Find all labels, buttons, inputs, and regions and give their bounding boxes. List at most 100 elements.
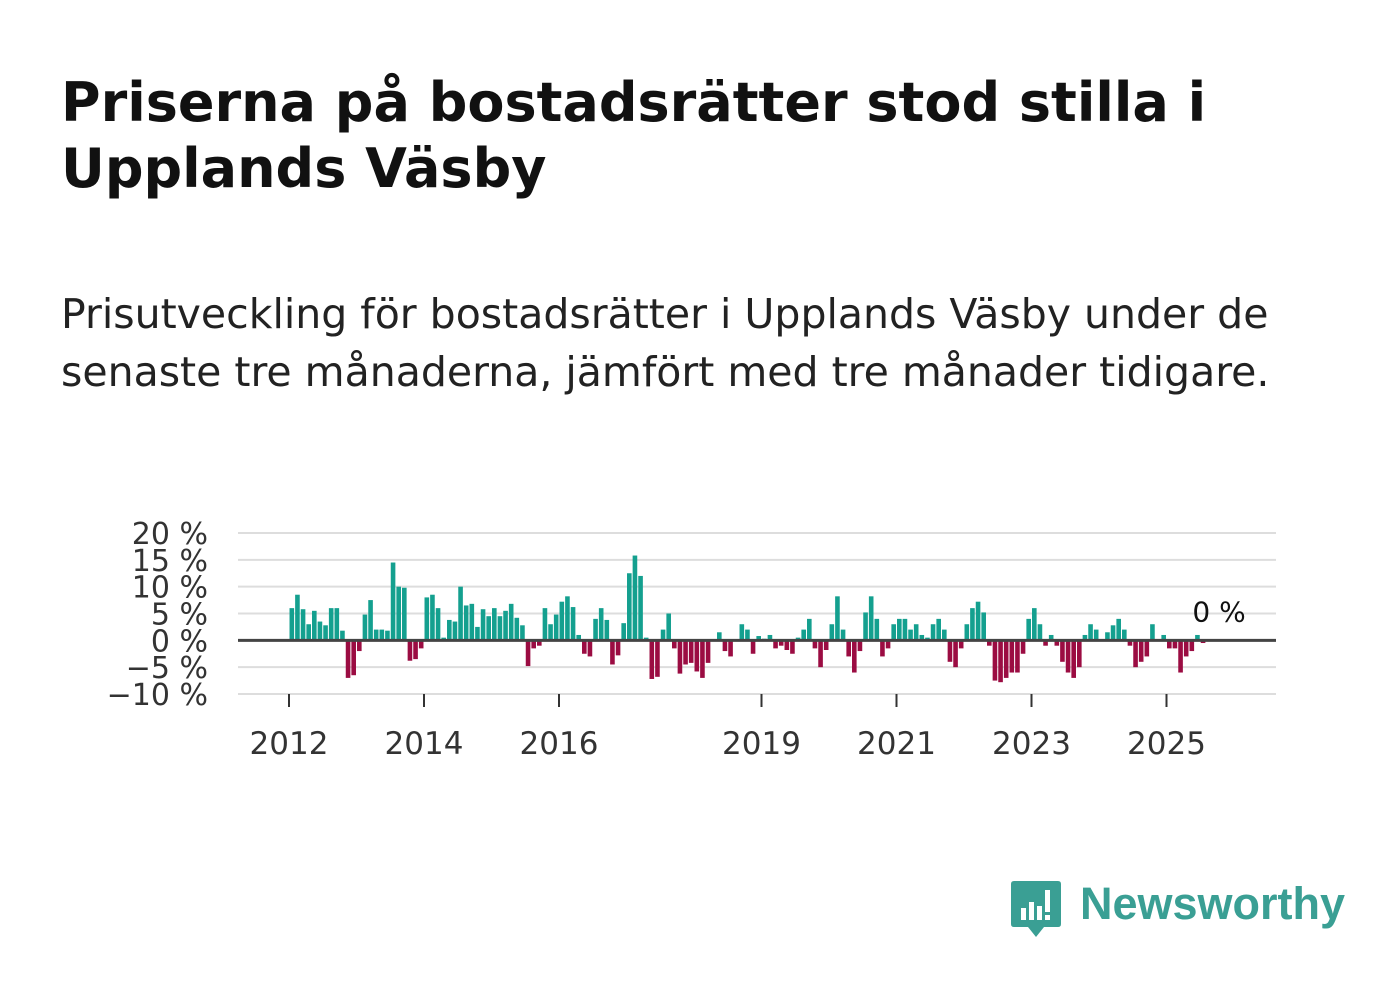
bar <box>598 608 604 641</box>
bar <box>818 640 823 668</box>
bar <box>615 640 621 656</box>
bar <box>677 640 683 674</box>
bar <box>458 586 463 641</box>
bar <box>975 601 981 641</box>
bar <box>604 619 610 641</box>
bar <box>480 609 486 641</box>
bar <box>700 640 705 678</box>
bar <box>542 608 548 641</box>
bar <box>1122 629 1127 641</box>
page-title: Priserna på bostadsrätter stod stilla i … <box>61 71 1207 200</box>
bar <box>559 601 565 641</box>
bar <box>874 618 880 641</box>
y-tick-label: 5 % <box>151 598 208 633</box>
bar <box>660 629 666 641</box>
bar <box>328 608 334 641</box>
bar <box>548 624 553 641</box>
bar <box>1048 634 1054 641</box>
bar <box>407 640 413 661</box>
bar <box>773 640 778 649</box>
bar <box>435 608 441 641</box>
bar <box>537 640 542 646</box>
bar <box>936 618 941 641</box>
bar <box>846 640 851 657</box>
bar <box>1003 640 1009 678</box>
bar <box>829 624 835 641</box>
bars <box>289 555 1206 683</box>
price-change-chart: −10 %−5 %0 %5 %10 %15 %20 % 2012 2014 2016… <box>107 517 1276 762</box>
bar <box>593 618 598 641</box>
bar <box>666 613 671 641</box>
bar <box>970 608 975 641</box>
bar <box>413 640 418 660</box>
bar <box>812 640 818 649</box>
bar <box>1082 634 1088 641</box>
bar <box>1032 608 1037 641</box>
bar <box>756 636 761 641</box>
x-tick-label: 2023 <box>992 726 1071 762</box>
bar <box>1133 640 1138 668</box>
bar <box>750 640 756 654</box>
bar <box>1009 640 1015 673</box>
bar <box>469 603 475 641</box>
bar <box>385 630 390 641</box>
bar <box>503 610 508 641</box>
bar <box>553 614 559 641</box>
bar <box>705 640 711 663</box>
bar <box>694 640 700 672</box>
bar <box>1150 624 1155 641</box>
x-axis: 2012 2014 2016 2019 2021 2023 2025 <box>250 694 1206 762</box>
bar <box>565 596 570 641</box>
bar <box>897 618 902 641</box>
bar <box>953 640 958 668</box>
bar <box>778 640 784 646</box>
bar <box>913 624 919 641</box>
bar <box>373 629 379 641</box>
bar <box>357 640 362 652</box>
bar <box>1015 640 1020 673</box>
bar <box>497 616 503 641</box>
y-tick-label: 0 % <box>151 624 208 659</box>
bar <box>531 640 536 649</box>
bar <box>823 640 829 650</box>
bar <box>688 640 694 663</box>
bar <box>396 586 401 641</box>
bar <box>300 609 306 641</box>
bar <box>857 640 863 652</box>
y-tick-label: −5 % <box>126 651 208 686</box>
bar <box>840 629 846 641</box>
bar <box>835 596 840 641</box>
bar <box>998 640 1003 683</box>
bar <box>868 596 874 641</box>
y-tick-label: 15 % <box>132 544 208 579</box>
bar <box>1110 625 1116 641</box>
bar <box>919 634 925 641</box>
bar <box>351 640 356 676</box>
bar <box>570 607 576 641</box>
bar <box>672 640 677 649</box>
bar <box>463 605 469 641</box>
bar <box>728 640 733 657</box>
bar <box>852 640 857 673</box>
bar <box>323 625 328 641</box>
bar <box>317 621 323 641</box>
brand-name: Newsworthy <box>1080 878 1346 929</box>
bar <box>863 612 868 641</box>
bar <box>1105 632 1110 641</box>
x-tick-label: 2019 <box>722 726 801 762</box>
bar <box>908 629 913 641</box>
last-value-label: 0 % <box>1192 595 1245 628</box>
bar <box>362 614 368 641</box>
newsworthy-logo[interactable]: Newsworthy <box>1010 878 1345 940</box>
bar <box>638 575 643 641</box>
x-tick-label: 2021 <box>857 726 936 762</box>
bar <box>345 640 351 678</box>
bar <box>987 640 992 646</box>
bar <box>767 634 773 641</box>
bar <box>739 624 745 641</box>
bar <box>1161 634 1166 641</box>
y-tick-label: −10 % <box>107 678 208 713</box>
bar <box>1138 640 1144 662</box>
bar <box>958 640 964 649</box>
y-axis: −10 %−5 %0 %5 %10 %15 %20 % <box>107 517 208 713</box>
